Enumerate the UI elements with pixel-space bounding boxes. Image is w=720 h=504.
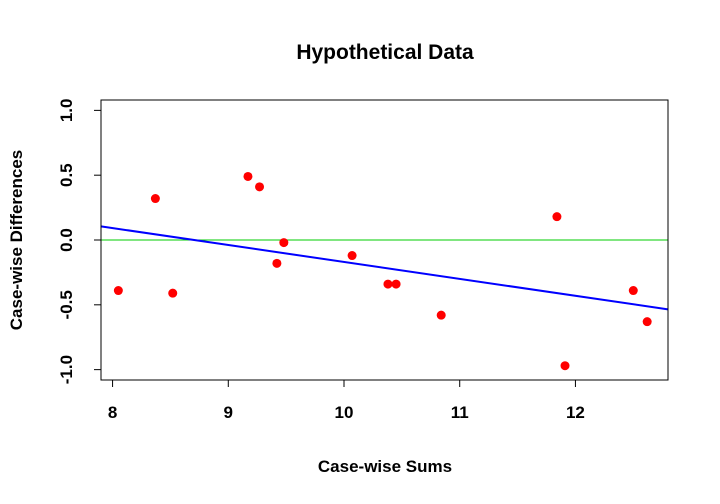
x-tick-label: 10: [335, 403, 354, 422]
data-point: [436, 310, 446, 320]
data-point: [560, 361, 570, 371]
data-point: [628, 286, 638, 296]
y-tick-label: 1.0: [57, 99, 76, 123]
data-point: [383, 279, 393, 289]
data-point: [642, 317, 652, 327]
x-tick-label: 8: [108, 403, 117, 422]
data-point: [391, 279, 401, 289]
x-tick-label: 11: [451, 403, 469, 422]
plot-area: 8 9 10 11 12 -1.0 -0.5 0.0 0.5 1.0: [57, 99, 669, 422]
data-point: [272, 258, 282, 268]
chart-title: Hypothetical Data: [296, 41, 474, 64]
x-tick-label: 9: [224, 403, 233, 422]
data-point: [279, 238, 289, 248]
data-point: [113, 286, 123, 296]
data-point: [255, 182, 265, 192]
regression-line: [100, 225, 669, 311]
data-point: [243, 171, 253, 181]
y-tick-label: 0.5: [57, 163, 76, 187]
data-point: [168, 288, 178, 298]
data-point: [552, 212, 562, 222]
y-tick-label: -0.5: [57, 290, 76, 319]
y-axis-label: Case-wise Differences: [7, 150, 26, 330]
data-point: [347, 251, 357, 261]
y-tick-label: -1.0: [57, 355, 76, 384]
x-tick-label: 12: [566, 403, 585, 422]
y-tick-label: 0.0: [57, 228, 76, 252]
x-axis-label: Case-wise Sums: [318, 457, 452, 476]
data-point: [150, 194, 160, 204]
